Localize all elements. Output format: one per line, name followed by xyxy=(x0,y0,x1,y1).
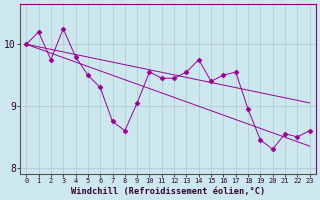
X-axis label: Windchill (Refroidissement éolien,°C): Windchill (Refroidissement éolien,°C) xyxy=(71,187,265,196)
